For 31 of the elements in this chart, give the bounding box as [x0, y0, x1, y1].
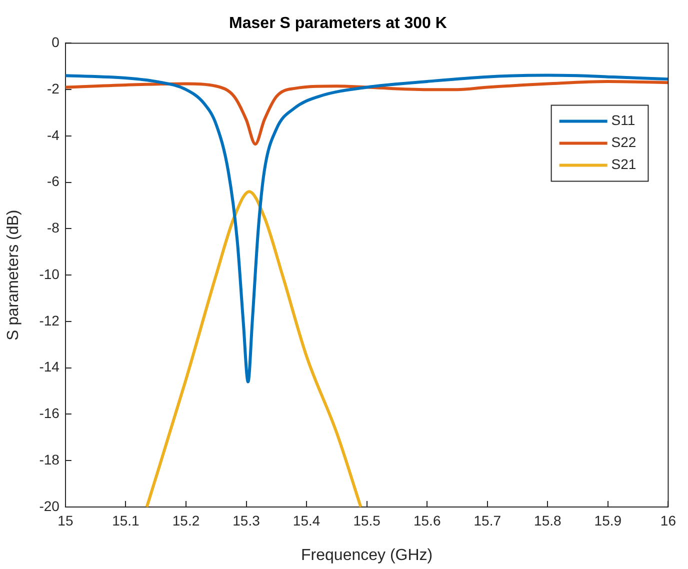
x-tick-label: 15.8	[534, 512, 562, 528]
x-tick-label: 15	[58, 512, 74, 528]
y-tick-label: -4	[46, 126, 60, 143]
x-tick-label: 15.3	[232, 512, 260, 528]
x-tick-label: 15.6	[413, 512, 441, 528]
x-tick-label: 15.9	[594, 512, 622, 528]
chart-title: Maser S parameters at 300 K	[229, 15, 448, 32]
y-tick-label: -2	[46, 80, 60, 96]
y-tick-label: -6	[46, 173, 60, 190]
legend-label: S11	[611, 112, 636, 128]
legend-label: S22	[611, 134, 636, 150]
line-series	[65, 74, 668, 384]
x-axis-title: Frequencey (GHz)	[301, 546, 433, 564]
y-tick-label: -14	[39, 358, 60, 375]
line-series	[145, 190, 362, 507]
x-tick-label: 15.4	[292, 512, 320, 528]
y-tick-label: -18	[39, 451, 60, 468]
y-tick-label: -8	[46, 220, 60, 236]
y-axis-title: S parameters (dB)	[5, 210, 22, 340]
x-tick-label: 15.7	[474, 512, 502, 528]
y-tick-label: -12	[39, 312, 60, 328]
x-tick-label: 16	[660, 512, 676, 528]
y-tick-label: -10	[39, 266, 60, 282]
x-tick-label: 15.5	[353, 512, 381, 528]
y-tick-label: -20	[39, 498, 60, 514]
legend-label: S21	[611, 156, 636, 172]
line-series	[65, 80, 668, 146]
y-tick-label: 0	[52, 34, 60, 50]
x-tick-label: 15.2	[172, 512, 200, 528]
x-tick-label: 15.1	[112, 512, 140, 528]
y-tick-label: -16	[39, 405, 60, 422]
